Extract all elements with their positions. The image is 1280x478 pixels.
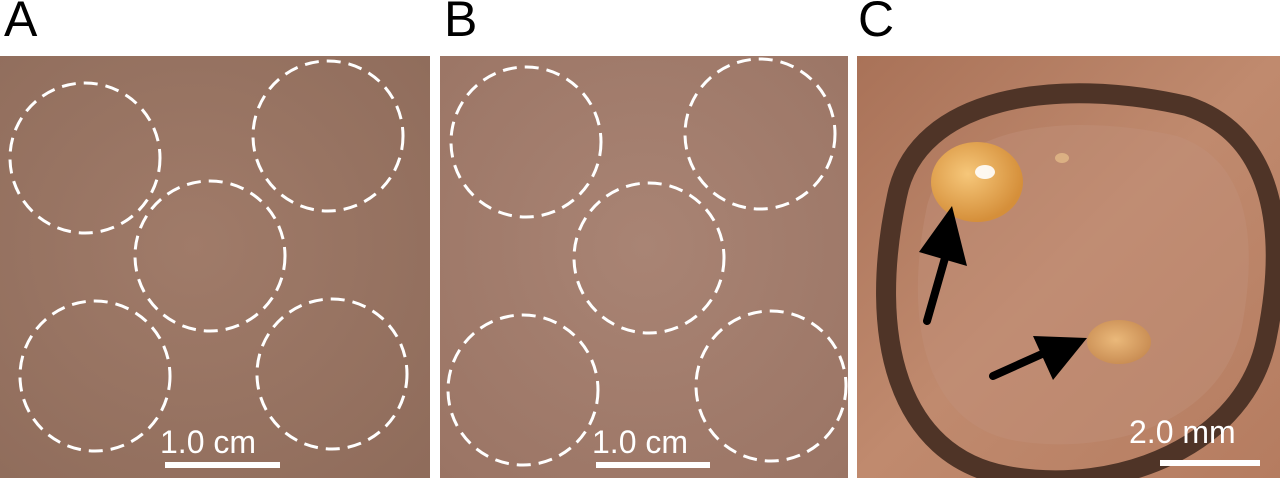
droplet-small	[1087, 320, 1151, 364]
droplet-tiny	[1055, 153, 1069, 163]
dark-ring	[876, 83, 1280, 478]
droplet-large	[931, 142, 1023, 222]
droplet-highlight	[975, 165, 995, 179]
scale-bar-a	[165, 462, 280, 468]
panel-c-letter: C	[858, 0, 895, 47]
arrow-2-shaft	[989, 350, 1046, 380]
scale-label-b: 1.0 cm	[592, 424, 689, 460]
scale-bar-b	[596, 462, 710, 468]
dashed-circle-a4	[18, 299, 172, 453]
panel-a-letter: A	[4, 0, 38, 47]
dashed-circle-a1	[8, 81, 162, 235]
scale-bar-c	[1160, 460, 1260, 466]
scale-label-a: 1.0 cm	[160, 424, 257, 460]
arrow-2-head	[1033, 336, 1087, 380]
dashed-circle-b3	[572, 181, 726, 335]
panel-b-letter: B	[444, 0, 478, 47]
dashed-circle-a3	[133, 179, 287, 333]
dashed-circle-a5	[255, 297, 409, 451]
dashed-circle-b5	[694, 309, 848, 463]
skin-background-a	[0, 56, 430, 478]
arrow-1-head	[919, 206, 967, 266]
scale-label-c: 2.0 mm	[1129, 414, 1236, 450]
dashed-circle-b1	[449, 65, 603, 219]
panel-b-image: 1.0 cm	[440, 56, 848, 478]
panel-a-image: 1.0 cm	[0, 56, 430, 478]
arrow-1-shaft	[923, 247, 951, 325]
dashed-circle-b2	[683, 57, 837, 211]
skin-background-b	[440, 56, 848, 478]
panel-c-image: 2.0 mm	[857, 56, 1280, 478]
dashed-circle-a2	[251, 59, 405, 213]
dashed-circle-b4	[446, 313, 600, 467]
